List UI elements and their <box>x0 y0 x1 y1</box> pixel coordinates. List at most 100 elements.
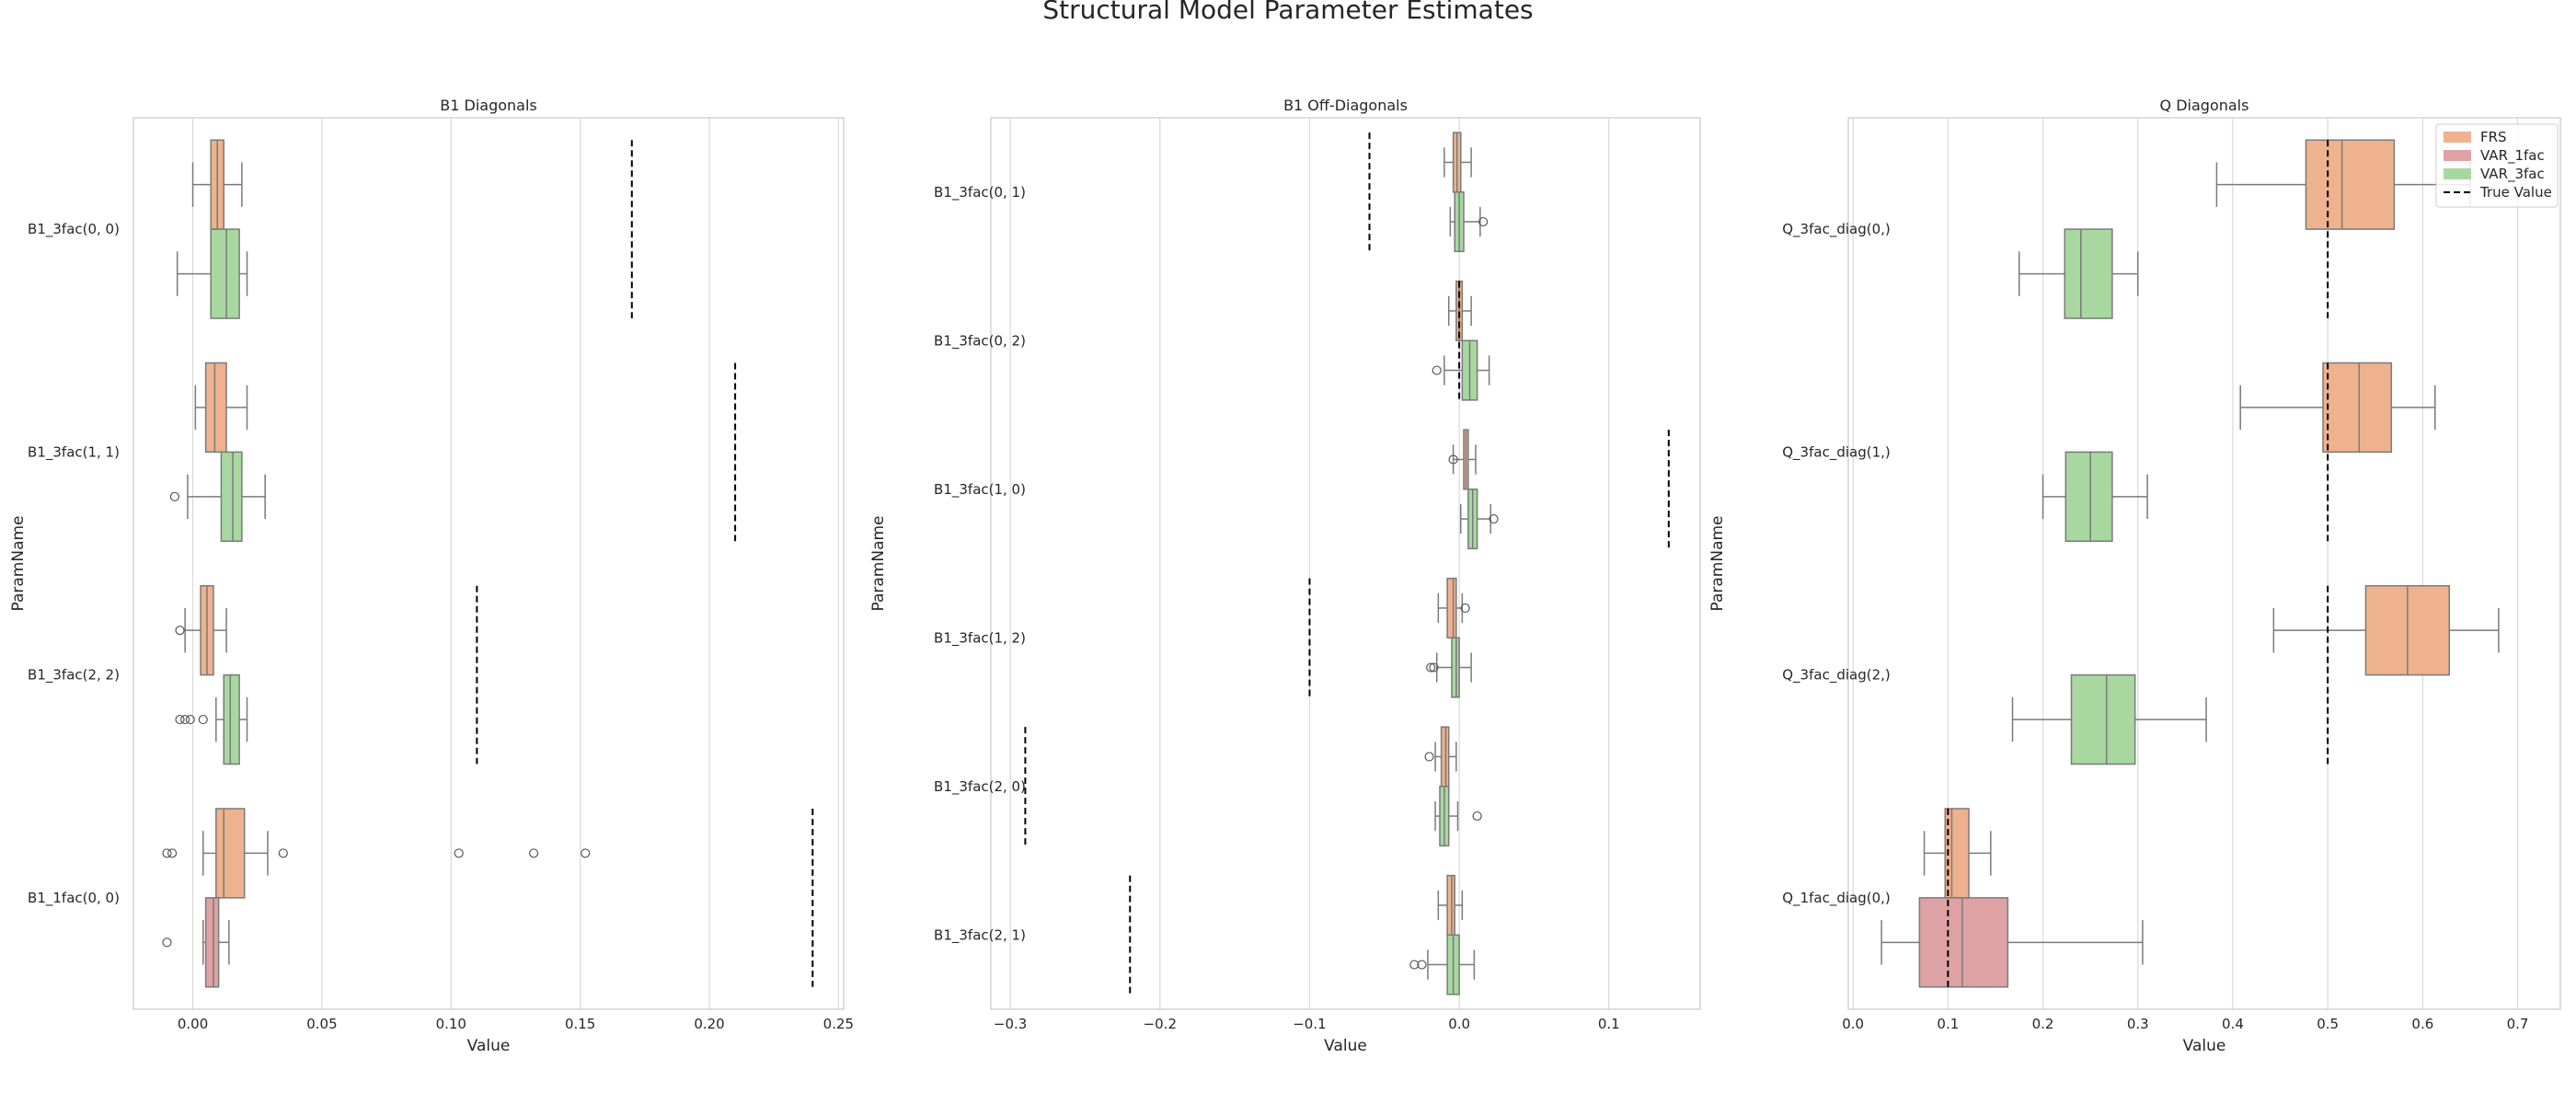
box <box>1440 726 1450 788</box>
boxplot-frs <box>191 139 243 230</box>
outlier-point <box>1424 752 1434 762</box>
x-tick-label: 0.10 <box>436 1016 466 1032</box>
outlier-point <box>175 714 185 725</box>
x-tick-label: 0.2 <box>2032 1016 2054 1032</box>
outlier-point <box>162 848 172 858</box>
boxplot-var-3fac <box>2011 673 2207 765</box>
outlier-point <box>1426 662 1436 673</box>
y-category-label: Q_3fac_diag(0,) <box>1782 221 1891 238</box>
outlier-point <box>1460 603 1470 614</box>
outlier-point <box>1417 960 1427 970</box>
box <box>2064 451 2113 543</box>
panel-title: Q Diagonals <box>2160 97 2249 114</box>
y-category-label: B1_3fac(1, 1) <box>28 443 120 461</box>
axes-frame <box>1847 117 2561 1010</box>
x-tick-label: 0.6 <box>2411 1016 2433 1032</box>
outlier-point <box>162 937 172 948</box>
boxplot-var-3fac <box>175 673 248 765</box>
outlier-point <box>581 848 591 858</box>
y-axis-label: ParamName <box>9 515 28 611</box>
legend-label: VAR_3fac <box>2480 166 2545 183</box>
boxplot-var-3fac <box>2041 451 2148 543</box>
boxplot-var-1fac <box>162 897 230 988</box>
x-tick-label: 0.05 <box>306 1016 337 1032</box>
box <box>1446 874 1455 937</box>
boxplot-frs <box>175 584 227 676</box>
x-tick-label: 0.20 <box>694 1016 724 1032</box>
outlier-point <box>1472 811 1482 822</box>
boxplot-frs <box>2272 584 2500 676</box>
axes-frame <box>132 117 845 1010</box>
box <box>1944 808 1970 899</box>
x-tick-label: −0.3 <box>994 1016 1027 1032</box>
x-axis-label: Value <box>467 1037 511 1055</box>
boxplot-var-3fac <box>1432 339 1490 401</box>
axes-frame <box>990 117 1701 1010</box>
x-tick-label: 0.00 <box>178 1016 208 1032</box>
x-tick-label: 0.1 <box>1937 1016 1959 1032</box>
x-tick-label: 0.0 <box>1448 1016 1470 1032</box>
y-category-label: B1_3fac(0, 0) <box>28 221 120 238</box>
subplot-3: Q Diagonals 0.0 0.1 0.2 0.3 0.4 0.5 0.6 0.7 Value… <box>1708 97 2561 1055</box>
box <box>215 808 246 899</box>
boxplot-var-3fac <box>1434 786 1482 847</box>
x-axis-label: Value <box>2183 1037 2226 1055</box>
boxplot-var-3fac <box>169 451 266 543</box>
panel-title: B1 Off-Diagonals <box>1283 97 1408 114</box>
y-category-label: B1_3fac(1, 0) <box>934 481 1026 499</box>
y-category-label: Q_3fac_diag(2,) <box>1782 667 1891 684</box>
y-category-label: B1_3fac(1, 2) <box>934 629 1026 647</box>
boxplot-frs <box>1923 808 1992 899</box>
box <box>223 673 240 765</box>
boxplot-frs <box>162 808 591 899</box>
outlier-point <box>167 848 178 858</box>
x-tick-label: 0.5 <box>2317 1016 2339 1032</box>
x-tick-label: 0.0 <box>1842 1016 1864 1032</box>
boxplot-var-3fac <box>1426 637 1472 698</box>
boxplot-frs <box>1448 429 1477 490</box>
outlier-point <box>1429 662 1439 673</box>
y-axis-label: ParamName <box>869 515 888 611</box>
legend-label: True Value <box>2479 184 2552 201</box>
legend-label: VAR_1fac <box>2480 147 2545 165</box>
box <box>2305 139 2396 230</box>
x-tick-label: 0.4 <box>2222 1016 2244 1032</box>
y-category-label: B1_3fac(0, 2) <box>934 332 1026 350</box>
box <box>1451 637 1460 698</box>
x-tick-label: 0.3 <box>2127 1016 2149 1032</box>
y-category-label: B1_3fac(2, 2) <box>28 667 120 684</box>
outlier-point <box>1448 454 1458 465</box>
outlier-point <box>454 848 464 858</box>
outlier-point <box>1432 365 1442 375</box>
outlier-point <box>175 626 185 636</box>
box <box>204 362 227 454</box>
x-tick-label: 0.7 <box>2507 1016 2529 1032</box>
boxplot-var-3fac <box>1459 489 1499 550</box>
box <box>220 451 243 543</box>
box <box>204 897 220 988</box>
boxplot-var-1fac <box>1880 897 2144 988</box>
legend-swatch <box>2444 150 2471 161</box>
boxplot-frs <box>1424 726 1457 788</box>
boxplot-frs <box>1443 132 1472 193</box>
boxplot-frs <box>194 362 248 454</box>
x-tick-label: −0.2 <box>1144 1016 1177 1032</box>
y-category-label: Q_1fac_diag(0,) <box>1782 890 1891 907</box>
y-category-label: B1_1fac(0, 0) <box>28 890 120 907</box>
outlier-point <box>278 848 288 858</box>
legend-swatch <box>2444 132 2471 143</box>
y-category-label: B1_3fac(2, 0) <box>934 778 1026 796</box>
boxplot-var-3fac <box>1449 191 1489 253</box>
x-tick-label: −0.1 <box>1293 1016 1326 1032</box>
box <box>1918 897 2009 988</box>
legend-label: FRS <box>2480 129 2507 145</box>
boxplot-frs <box>2239 362 2436 454</box>
box <box>2064 228 2113 319</box>
subplot-2: B1 Off-Diagonals −0.3 −0.2 −0.1 0.0 0.1 Value P… <box>869 97 1701 1055</box>
x-axis-label: Value <box>1324 1037 1367 1055</box>
outlier-point <box>198 714 208 725</box>
y-category-label: B1_3fac(0, 1) <box>934 184 1026 201</box>
panel-title: B1 Diagonals <box>440 97 536 114</box>
